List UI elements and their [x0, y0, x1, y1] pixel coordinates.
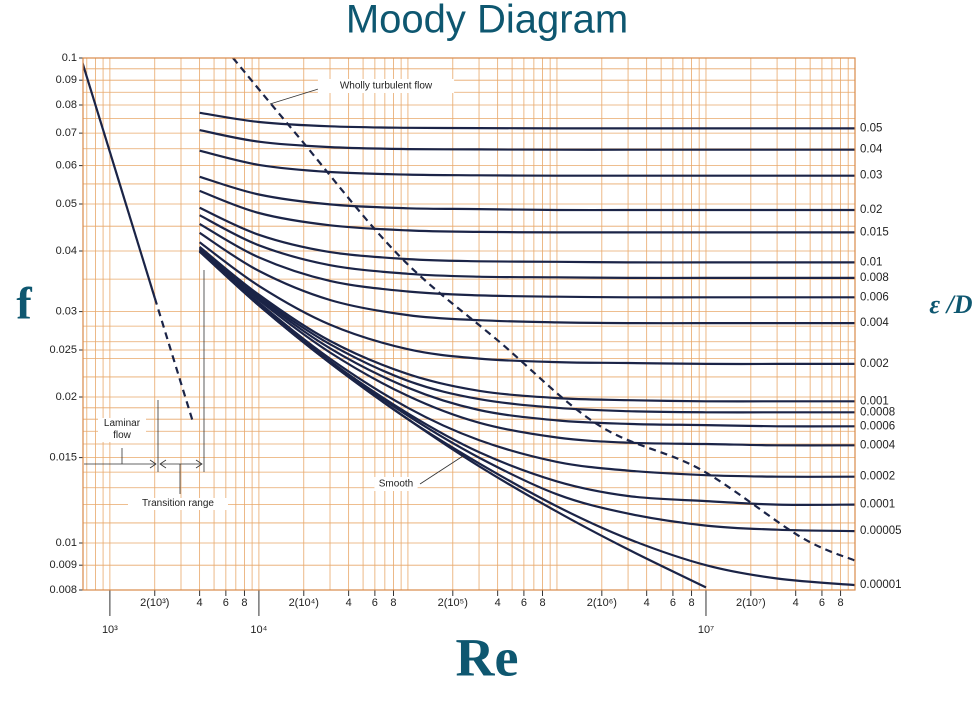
series-label: 0.001 [860, 395, 889, 407]
grid [83, 57, 856, 591]
annotation: Laminar flow [98, 418, 146, 442]
x-tick-label: 8 [837, 597, 843, 609]
plot-border [82, 57, 856, 591]
series-line [198, 249, 855, 447]
y-tick-label: 0.05 [56, 198, 77, 210]
series-line [199, 231, 855, 325]
x-tick-label: 4 [644, 597, 650, 609]
series-label: 0.00001 [860, 579, 902, 591]
series-line [83, 60, 156, 299]
series-line [153, 297, 194, 422]
y-tick-label: 0.1 [62, 52, 77, 64]
x-major-tick-label: 10⁴ [250, 624, 267, 636]
x-tick-label: 2(10⁵) [438, 597, 468, 609]
x-tick-label: 8 [688, 597, 694, 609]
series-label: 0.0004 [860, 439, 896, 451]
series-line [199, 222, 855, 299]
series-label: 0.05 [860, 122, 882, 134]
series-label: 0.0001 [860, 499, 895, 511]
series-label: 0.0008 [860, 406, 895, 418]
series-label: 0.015 [860, 226, 889, 238]
x-tick-label: 6 [819, 597, 825, 609]
y-tick-label: 0.04 [56, 245, 77, 257]
y-tick-label: 0.08 [56, 99, 77, 111]
x-tick-label: 4 [495, 597, 501, 609]
y-tick-label: 0.015 [49, 452, 77, 464]
series-label: 0.0002 [860, 471, 895, 483]
series-label: 0.008 [860, 272, 889, 284]
y-tick-label: 0.01 [56, 537, 77, 549]
y2-axis-label: ε /D [929, 290, 972, 319]
x-tick-label: 2(10⁷) [736, 597, 766, 609]
series-label: 0.03 [860, 170, 882, 182]
series-line [198, 245, 855, 403]
x-tick-label: 8 [539, 597, 545, 609]
y-tick-label: 0.07 [56, 127, 77, 139]
series-label: Wholly turbulent flow [340, 81, 433, 92]
x-tick-label: 6 [372, 597, 378, 609]
series-line [199, 206, 855, 264]
y-tick-label: 0.009 [49, 559, 77, 571]
callout-bg [317, 79, 455, 93]
y-tick-label: 0.025 [49, 344, 77, 356]
series-line [199, 111, 855, 130]
series-line [199, 189, 855, 234]
x-tick-label: 2(10³) [140, 597, 169, 609]
series-label: Smooth [379, 479, 413, 490]
series-line [199, 129, 855, 151]
y-tick-label: 0.008 [49, 584, 77, 596]
x-tick-label: 4 [346, 597, 352, 609]
callout-line [419, 455, 464, 485]
x-tick-label: 4 [793, 597, 799, 609]
y-axis-label: f [16, 278, 32, 329]
series-label: 0.004 [860, 317, 889, 329]
x-tick-label: 2(10⁴) [289, 597, 319, 609]
series-line [198, 250, 707, 589]
x-axis-label: Re [456, 627, 519, 687]
series-line [232, 58, 855, 562]
series-line [199, 175, 855, 212]
chart-title: Moody Diagram [346, 0, 628, 42]
series-label: 0.0006 [860, 420, 895, 432]
series-label: 0.04 [860, 144, 883, 156]
x-major-tick-label: 10⁷ [698, 624, 714, 636]
series-label: 0.01 [860, 256, 882, 268]
series-line [199, 214, 855, 280]
y-tick-label: 0.03 [56, 306, 77, 318]
y-tick-label: 0.09 [56, 74, 77, 86]
x-tick-label: 6 [521, 597, 527, 609]
callout-bg [374, 477, 418, 491]
transition-guides [84, 270, 205, 494]
series-line [199, 149, 855, 177]
x-tick-label: 4 [197, 597, 203, 609]
y-tick-label: 0.02 [56, 391, 77, 403]
x-tick-label: 6 [670, 597, 676, 609]
labels: 0.008 0.009 0.01 0.015 0.02 0.025 0.03 0.04 0.05… [49, 52, 901, 636]
series-label: 0.00005 [860, 525, 902, 537]
series-label: 0.02 [860, 204, 882, 216]
x-tick-label: 8 [241, 597, 247, 609]
x-tick-label: 6 [223, 597, 229, 609]
series-line [198, 248, 855, 428]
annotation: Transition range [128, 498, 228, 510]
series-line [198, 241, 855, 366]
series-label: 0.006 [860, 291, 889, 303]
y-tick-label: 0.06 [56, 160, 77, 172]
series-line [198, 247, 855, 414]
x-tick-label: 2(10⁶) [587, 597, 617, 609]
series-label: 0.002 [860, 358, 889, 370]
x-tick-label: 8 [390, 597, 396, 609]
x-major-tick-label: 10³ [102, 624, 118, 636]
series-line [198, 249, 855, 478]
arrowheads [149, 459, 203, 469]
plot-area [83, 58, 855, 589]
